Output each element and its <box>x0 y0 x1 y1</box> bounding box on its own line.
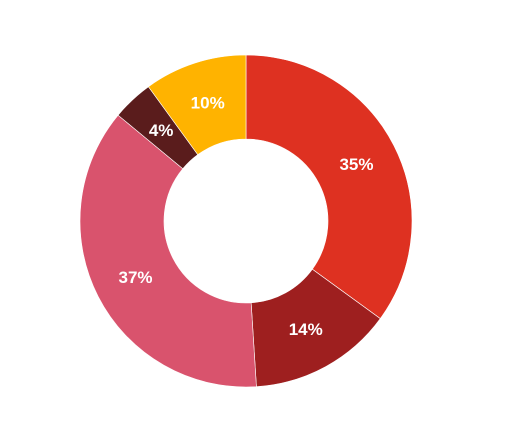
donut-slices <box>79 54 413 388</box>
slice-label-3: 37% <box>118 268 152 287</box>
slice-label-2: 14% <box>289 320 323 339</box>
donut-slice-3 <box>79 114 257 388</box>
slice-label-5: 10% <box>191 94 225 113</box>
slice-label-4: 4% <box>149 121 174 140</box>
donut-slice-1 <box>245 54 413 319</box>
slice-label-1: 35% <box>339 155 373 174</box>
donut-labels: 35% 14% 37% 4% 10% <box>118 94 373 340</box>
donut-slice-5 <box>148 54 247 156</box>
